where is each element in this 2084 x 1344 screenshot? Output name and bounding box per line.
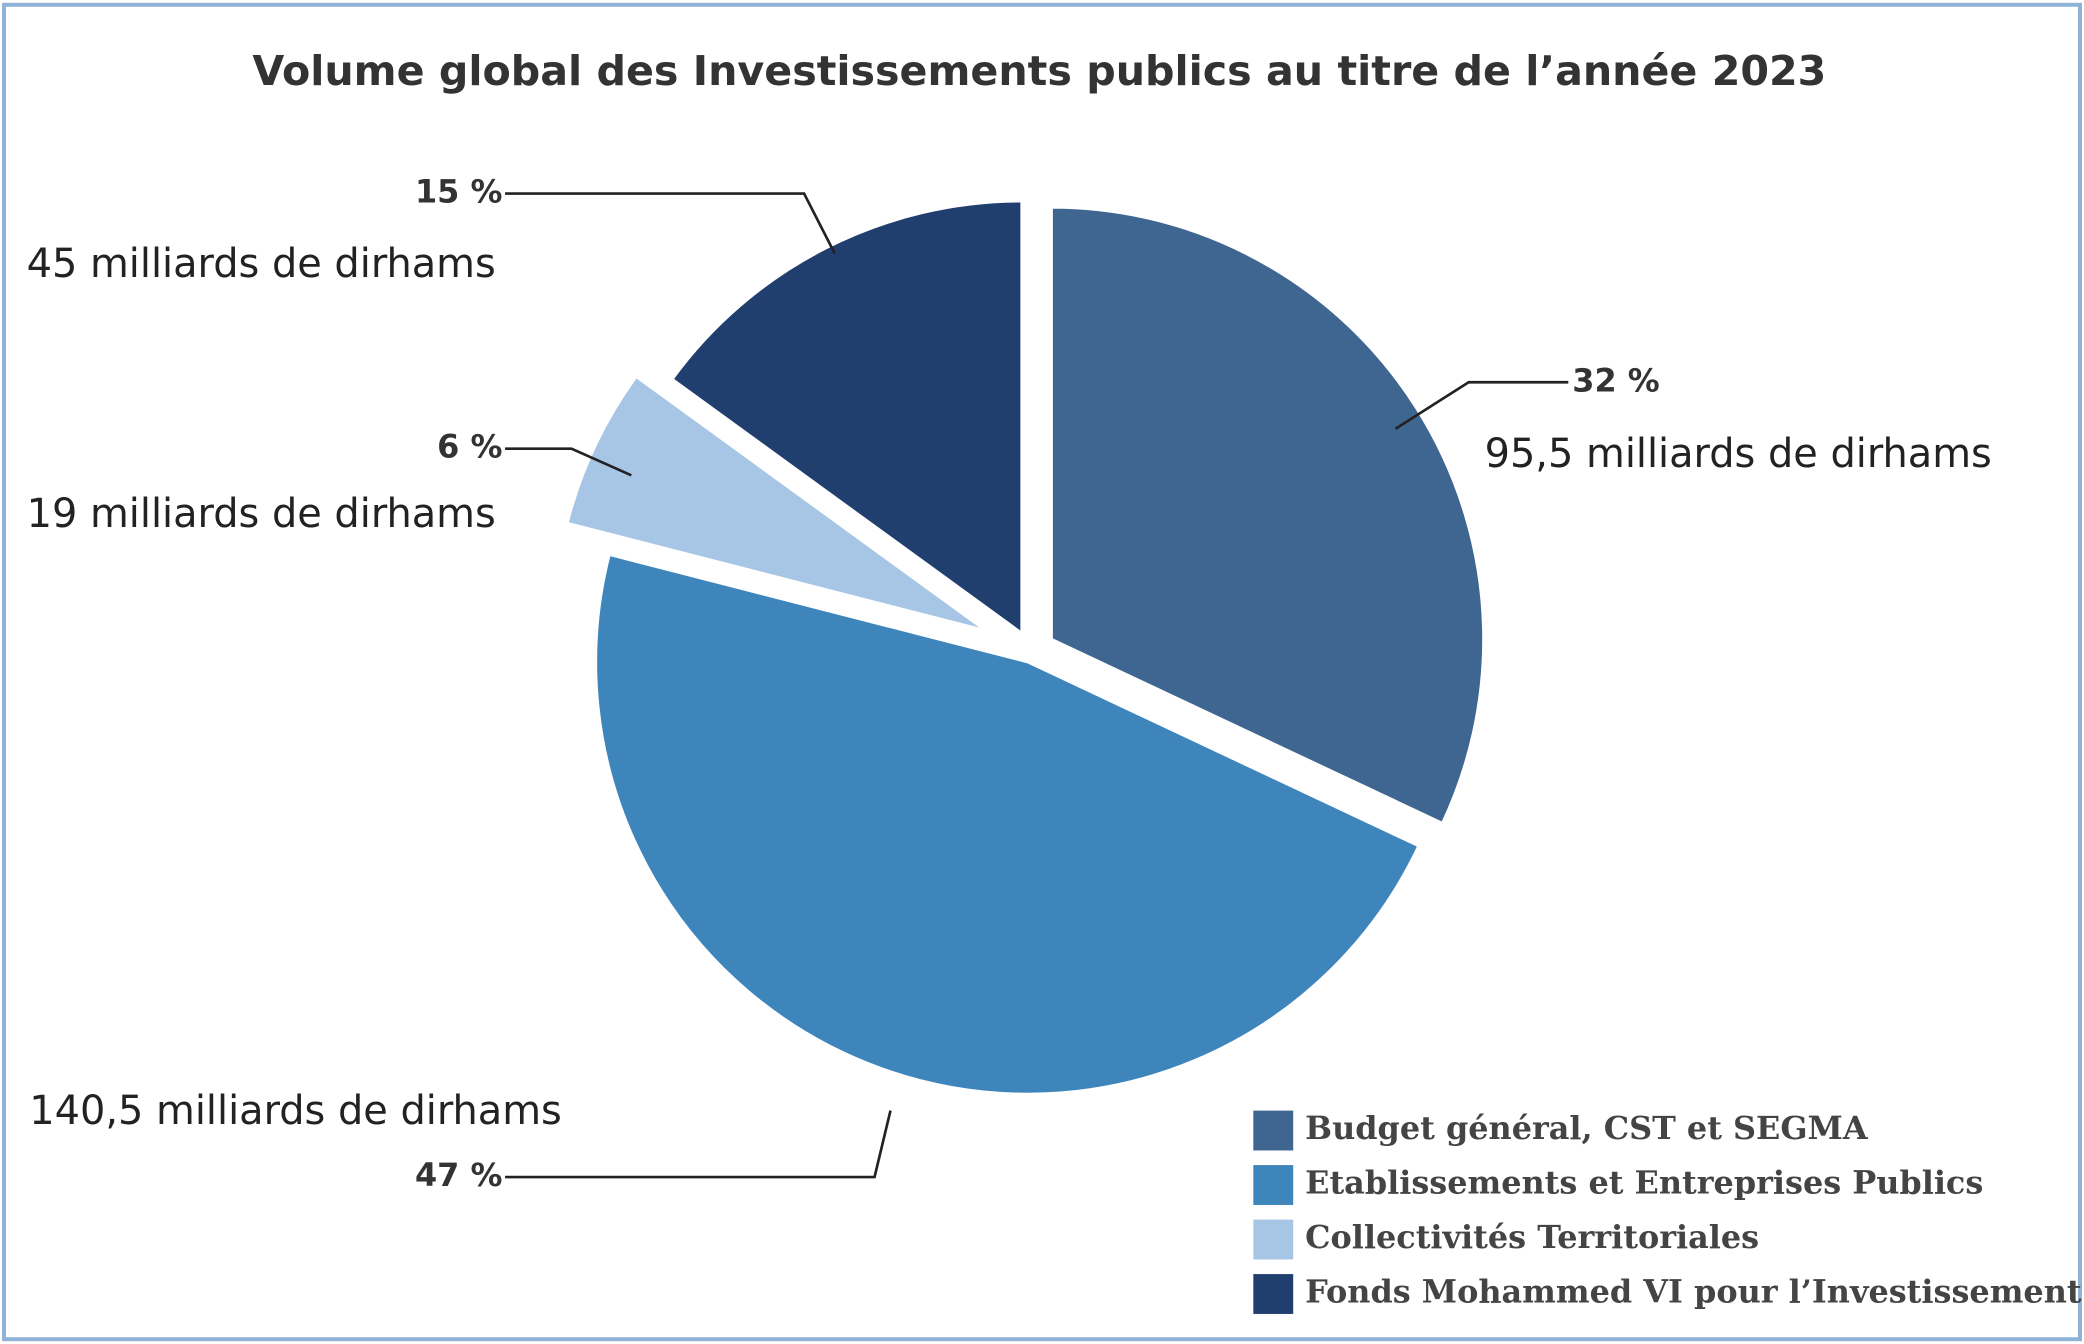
pie-slice xyxy=(565,374,987,632)
leader-line xyxy=(1394,380,1569,430)
amount-label: 140,5 milliards de dirhams xyxy=(29,1088,562,1134)
chart-title: Volume global des Investissements public… xyxy=(252,47,1826,95)
legend-swatch xyxy=(1253,1274,1294,1314)
amount-label: 45 milliards de dirhams xyxy=(27,241,496,287)
pie-slice xyxy=(594,553,1421,1096)
legend-label: Collectivités Territoriales xyxy=(1305,1218,1759,1256)
pie-slice xyxy=(670,199,1024,636)
legend-label: Budget général, CST et SEGMA xyxy=(1305,1109,1869,1147)
legend-swatch xyxy=(1253,1219,1294,1260)
value-label: 6 % xyxy=(437,428,502,466)
leader-line xyxy=(505,192,836,254)
leader-line xyxy=(505,1110,892,1179)
amount-label: 95,5 milliards de dirhams xyxy=(1485,431,1992,477)
leader-line xyxy=(505,447,632,477)
amount-label: 19 milliards de dirhams xyxy=(27,491,496,537)
value-label: 15 % xyxy=(415,173,502,211)
legend-label: Fonds Mohammed VI pour l’Investissement xyxy=(1305,1273,2082,1311)
pie-slice xyxy=(1050,205,1485,825)
value-label: 32 % xyxy=(1572,361,1659,399)
legend-swatch xyxy=(1253,1165,1294,1205)
legend-swatch xyxy=(1253,1110,1294,1151)
value-label: 47 % xyxy=(415,1156,502,1194)
legend-label: Etablissements et Entreprises Publics xyxy=(1305,1164,1983,1202)
